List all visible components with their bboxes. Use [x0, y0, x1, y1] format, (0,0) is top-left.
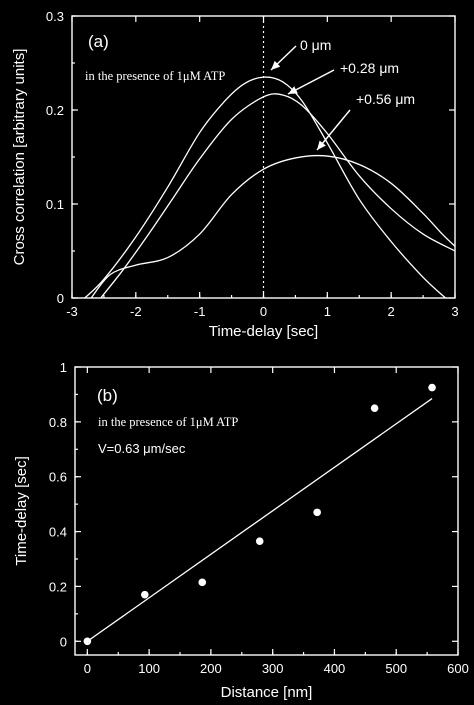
y-tick-label-b: 0.4 [49, 525, 67, 540]
y-axis-title-b: Time-delay [sec] [13, 456, 30, 565]
x-tick-label-a: 3 [451, 304, 458, 319]
y-tick-label-b: 1 [60, 360, 67, 375]
velocity-annotation: V=0.63 μm/sec [98, 441, 186, 456]
x-tick-label-b: 600 [447, 661, 469, 676]
series-line-2 [90, 154, 456, 299]
x-tick-label-a: -2 [130, 304, 142, 319]
x-axis-title-b: Distance [nm] [221, 684, 313, 701]
data-point [255, 537, 264, 545]
x-axis-title-a: Time-delay [sec] [209, 323, 318, 340]
x-tick-label-a: 0 [260, 304, 267, 319]
x-tick-label-b: 200 [200, 661, 222, 676]
data-point [428, 383, 436, 392]
series-label-1: +0.28 μm [340, 60, 399, 76]
x-tick-label-b: 400 [324, 661, 346, 676]
y-tick-label-a: 0 [57, 291, 64, 306]
x-tick-label-b: 300 [262, 661, 284, 676]
arrow-series-1-head [288, 86, 298, 94]
annotation-a: in the presence of 1μM ATP [85, 69, 225, 83]
panel-label-a: (a) [88, 32, 109, 51]
panel-a: -3 -2 -1 0 1 2 3 0 0.1 0.2 0.3 (a) in the presence o… [11, 9, 459, 340]
series-line-1 [100, 93, 456, 299]
series-line-0 [84, 76, 446, 299]
x-tick-label-b: 0 [84, 661, 91, 676]
series-label-0: 0 μm [300, 37, 331, 53]
x-tick-label-b: 500 [385, 661, 407, 676]
arrow-series-0-head [271, 60, 281, 70]
data-point [313, 508, 321, 517]
y-tick-label-a: 0.3 [46, 9, 64, 24]
data-point [198, 578, 207, 587]
annotation-b: in the presence of 1μM ATP [98, 415, 238, 429]
series-label-2: +0.56 μm [356, 91, 415, 107]
y-tick-label-a: 0.2 [46, 103, 64, 118]
panel-label-b: (b) [97, 386, 118, 405]
y-tick-label-b: 0.8 [49, 415, 67, 430]
plot-frame-b [74, 366, 459, 656]
y-tick-label-b: 0 [60, 634, 67, 649]
data-point [141, 590, 149, 599]
x-tick-label-a: -1 [194, 304, 206, 319]
y-tick-label-b: 0.6 [49, 470, 67, 485]
panel-b: 0 100 200 300 400 500 600 0 0.2 0.4 0.6 0.8 1 (b) in t… [13, 360, 469, 701]
x-tick-label-a: -3 [66, 304, 78, 319]
y-tick-label-b: 0.2 [49, 579, 67, 594]
x-tick-label-b: 100 [138, 661, 160, 676]
arrow-series-2-head [317, 140, 326, 150]
x-tick-label-a: 2 [388, 304, 395, 319]
y-axis-title-a: Cross correlation [arbitrary units] [11, 49, 28, 266]
fit-line [86, 398, 433, 642]
x-tick-label-a: 1 [324, 304, 331, 319]
y-tick-label-a: 0.1 [46, 197, 64, 212]
data-point [83, 637, 92, 646]
data-point [370, 404, 379, 412]
